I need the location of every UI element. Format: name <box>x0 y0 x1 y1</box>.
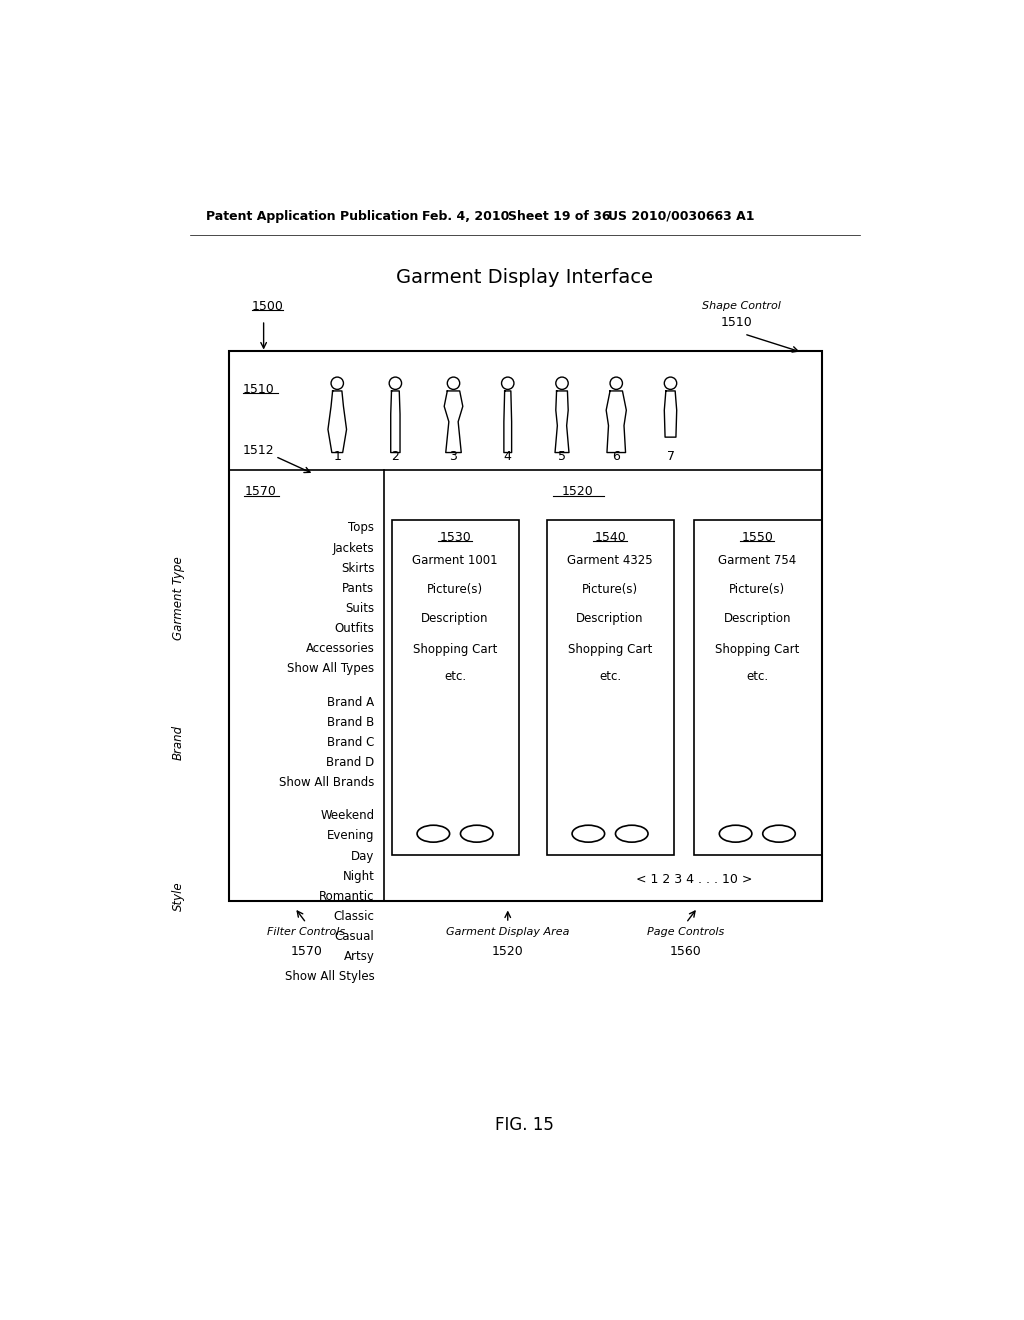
Text: Brand D: Brand D <box>327 755 375 768</box>
Text: Shape Control: Shape Control <box>701 301 780 312</box>
Text: 1550: 1550 <box>741 531 773 544</box>
Text: etc.: etc. <box>746 671 768 684</box>
Text: Skirts: Skirts <box>341 561 375 574</box>
Text: Shopping Cart: Shopping Cart <box>568 643 652 656</box>
Text: Picture(s): Picture(s) <box>729 583 785 597</box>
Text: Picture(s): Picture(s) <box>427 583 483 597</box>
Text: Patent Application Publication: Patent Application Publication <box>206 210 418 223</box>
Bar <box>228 351 821 902</box>
Text: Evening: Evening <box>327 829 375 842</box>
Text: etc.: etc. <box>444 671 466 684</box>
Text: Garment 754: Garment 754 <box>718 554 797 566</box>
Text: 1530: 1530 <box>439 531 471 544</box>
Text: Suits: Suits <box>345 602 375 615</box>
Text: Accessories: Accessories <box>305 642 375 655</box>
Text: 1540: 1540 <box>594 531 626 544</box>
Text: 1500: 1500 <box>252 300 284 313</box>
Text: 1510: 1510 <box>721 315 753 329</box>
Text: Brand B: Brand B <box>328 715 375 729</box>
Text: Night: Night <box>343 870 375 883</box>
Text: Outfits: Outfits <box>335 622 375 635</box>
Text: Tops: Tops <box>348 521 375 535</box>
Text: Brand: Brand <box>172 725 185 759</box>
Text: etc.: etc. <box>599 671 622 684</box>
Text: Description: Description <box>421 612 488 626</box>
Text: 6: 6 <box>612 450 621 463</box>
Text: Garment Type: Garment Type <box>172 556 185 640</box>
Text: Description: Description <box>724 612 792 626</box>
Text: < 1 2 3 4 . . . 10 >: < 1 2 3 4 . . . 10 > <box>636 874 752 887</box>
Text: 1: 1 <box>334 450 341 463</box>
Text: Show All Types: Show All Types <box>288 661 375 675</box>
Text: 1570: 1570 <box>291 945 323 958</box>
Text: Show All Brands: Show All Brands <box>280 776 375 788</box>
Text: FIG. 15: FIG. 15 <box>496 1115 554 1134</box>
Bar <box>547 520 675 855</box>
Text: Casual: Casual <box>335 929 375 942</box>
Text: Feb. 4, 2010: Feb. 4, 2010 <box>423 210 510 223</box>
Text: Sheet 19 of 36: Sheet 19 of 36 <box>508 210 610 223</box>
Text: 7: 7 <box>667 450 675 463</box>
Text: Pants: Pants <box>342 582 375 594</box>
Text: Picture(s): Picture(s) <box>582 583 638 597</box>
Text: Garment Display Interface: Garment Display Interface <box>396 268 653 288</box>
Text: Weekend: Weekend <box>321 809 375 822</box>
Text: Brand A: Brand A <box>328 696 375 709</box>
Text: Brand C: Brand C <box>327 735 375 748</box>
Text: 5: 5 <box>558 450 566 463</box>
Text: 2: 2 <box>391 450 399 463</box>
Text: Artsy: Artsy <box>344 949 375 962</box>
Text: Jackets: Jackets <box>333 541 375 554</box>
Text: Day: Day <box>351 850 375 862</box>
Text: 4: 4 <box>504 450 512 463</box>
Text: 1570: 1570 <box>245 486 276 499</box>
Bar <box>391 520 519 855</box>
Text: Description: Description <box>577 612 644 626</box>
Text: Shopping Cart: Shopping Cart <box>413 643 498 656</box>
Text: Page Controls: Page Controls <box>647 927 725 937</box>
Text: US 2010/0030663 A1: US 2010/0030663 A1 <box>608 210 755 223</box>
Text: Romantic: Romantic <box>318 890 375 903</box>
Text: Filter Controls: Filter Controls <box>267 927 345 937</box>
Text: Garment 4325: Garment 4325 <box>567 554 653 566</box>
Text: 3: 3 <box>450 450 458 463</box>
Text: Style: Style <box>172 882 185 911</box>
Text: 1560: 1560 <box>670 945 701 958</box>
Text: 1510: 1510 <box>243 383 274 396</box>
Text: 1520: 1520 <box>561 486 593 499</box>
Text: Show All Styles: Show All Styles <box>285 970 375 982</box>
Text: 1512: 1512 <box>243 445 274 458</box>
Text: Garment Display Area: Garment Display Area <box>446 927 569 937</box>
Text: Classic: Classic <box>334 909 375 923</box>
Text: 1520: 1520 <box>492 945 523 958</box>
Text: Shopping Cart: Shopping Cart <box>715 643 800 656</box>
Text: Garment 1001: Garment 1001 <box>413 554 498 566</box>
Bar <box>693 520 821 855</box>
